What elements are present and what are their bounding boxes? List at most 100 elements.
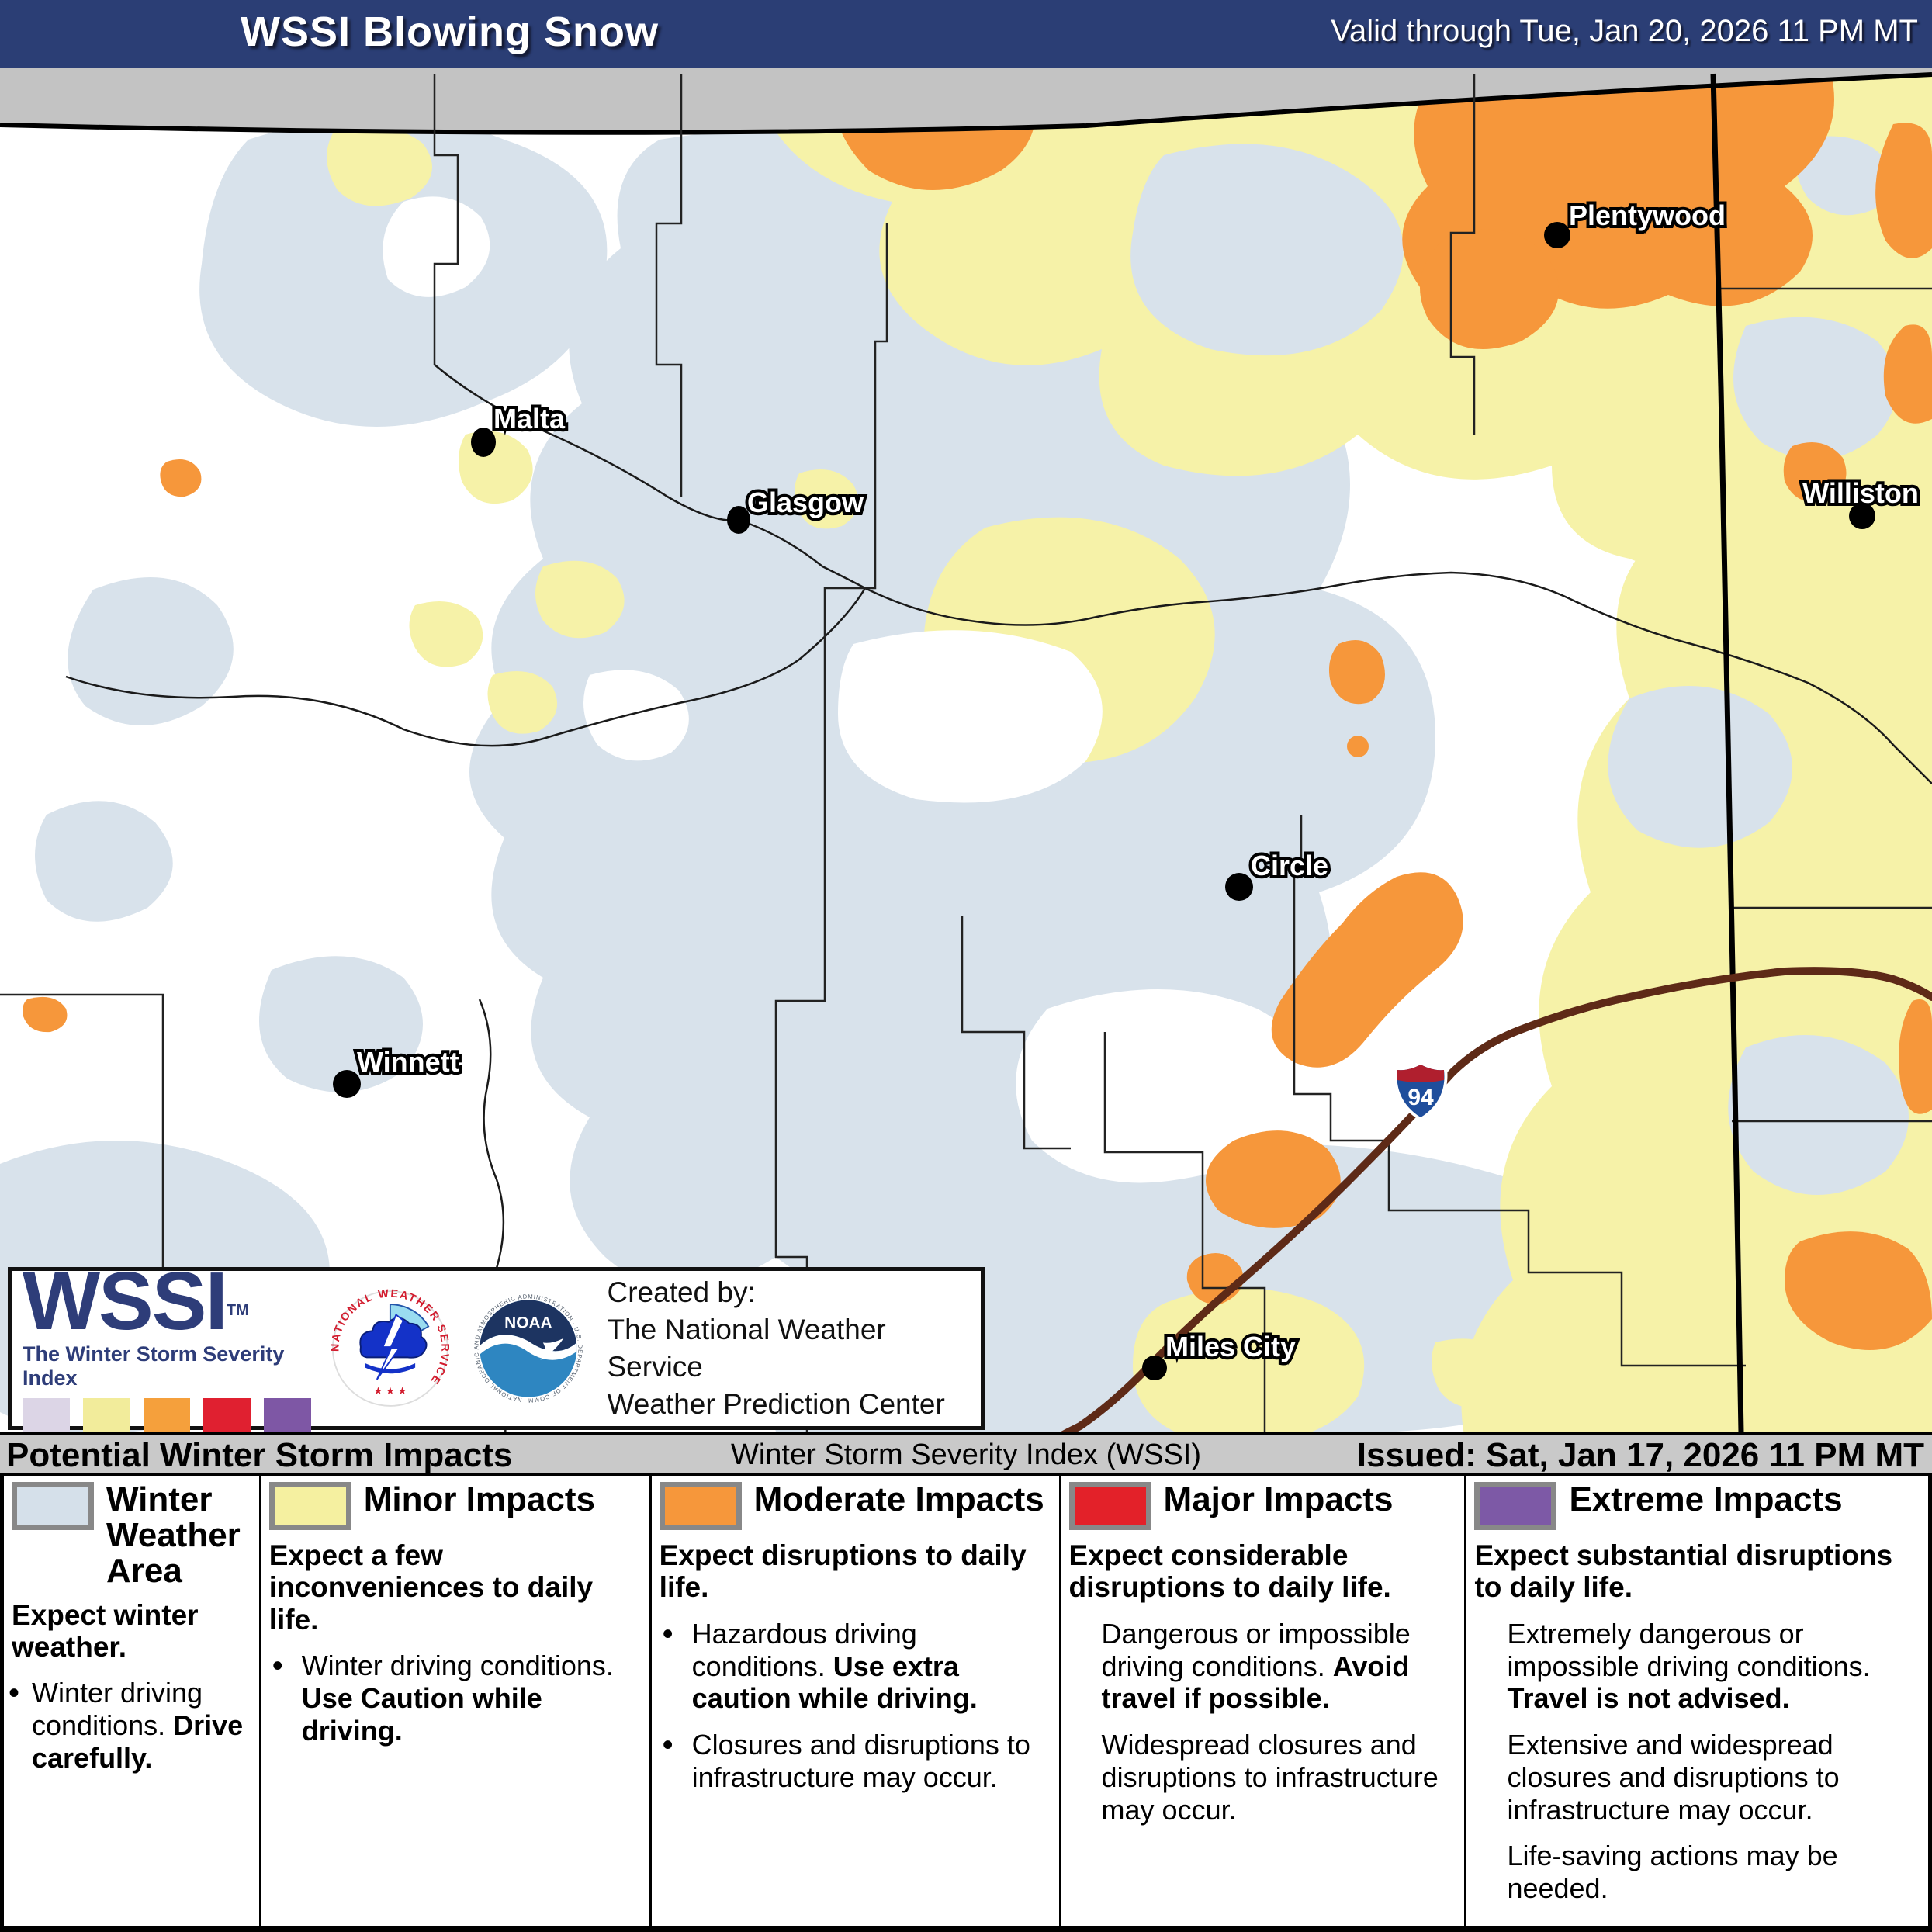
legend-col-winter-weather: Winter Weather Area Expect winter weathe… <box>4 1476 261 1926</box>
city-label-williston: Williston <box>1802 477 1919 509</box>
header-bar: WSSI Blowing Snow Valid through Tue, Jan… <box>0 0 1932 68</box>
paragraph-text: Extremely dangerous or impossible drivin… <box>1507 1617 1871 1682</box>
colorbar-moderate <box>143 1398 191 1434</box>
paragraph-text: Widespread closures and disruptions to i… <box>1101 1729 1439 1826</box>
bullet-text: Hazardous driving conditions. <box>691 1617 917 1682</box>
legend-intro: Expect substantial disruptions to daily … <box>1474 1539 1893 1604</box>
legend-intro: Expect considerable disruptions to daily… <box>1068 1539 1391 1604</box>
paragraph-text: Dangerous or impossible driving conditio… <box>1101 1617 1411 1682</box>
wssi-tagline: The Winter Storm Severity Index <box>23 1342 285 1390</box>
bullet-text: Winter driving conditions. <box>301 1650 614 1682</box>
paragraph-bold-text: Travel is not advised. <box>1507 1682 1790 1715</box>
city-label-winnett: Winnett <box>357 1046 459 1078</box>
nws-logo-icon: NATIONAL WEATHER SERVICE ★ ★ ★ <box>331 1287 449 1407</box>
noaa-logo-icon: NOAA NATIONAL OCEANIC AND ATMOSPHERIC AD… <box>469 1286 586 1406</box>
legend-paragraph: Extensive and widespread closures and di… <box>1474 1729 1920 1826</box>
legend-paragraph: Extremely dangerous or impossible drivin… <box>1474 1618 1920 1715</box>
legend-title: Extreme Impacts <box>1569 1480 1843 1518</box>
colorbar-extreme <box>264 1398 311 1434</box>
city-label-plentywood: Plentywood <box>1569 199 1726 231</box>
major-impacts-swatch <box>1068 1482 1151 1530</box>
logo-box: WSSITM The Winter Storm Severity Index N… <box>8 1260 985 1434</box>
legend-head: Minor Impacts <box>268 1480 642 1530</box>
status-bar-title: Potential Winter Storm Impacts <box>6 1436 513 1474</box>
bullet-text: Closures and disruptions to infrastructu… <box>691 1729 1030 1793</box>
colorbar-winter <box>23 1398 70 1434</box>
city-dot-miles-city <box>1142 1356 1167 1380</box>
paragraph-bold-text: Avoid travel if possible. <box>1101 1650 1410 1715</box>
interstate-94-shield-icon: 94 <box>1394 1061 1448 1120</box>
legend-paragraph: Dangerous or impossible driving conditio… <box>1069 1618 1457 1715</box>
legend-title: Major Impacts <box>1163 1480 1394 1518</box>
city-label-glasgow: Glasgow <box>747 486 864 518</box>
status-bar-subtitle: Winter Storm Severity Index (WSSI) <box>730 1439 1201 1471</box>
moderate-impacts-swatch <box>659 1482 742 1530</box>
legend-title: Moderate Impacts <box>753 1480 1044 1518</box>
city-markers <box>333 222 1875 1380</box>
legend-col-extreme: Extreme Impacts Expect substantial disru… <box>1466 1476 1928 1926</box>
state-border <box>1710 73 1745 1477</box>
issued-text: Issued: Sat, Jan 17, 2026 11 PM MT <box>1356 1436 1924 1474</box>
bullet-bold-text: Drive carefully. <box>32 1709 244 1774</box>
paragraph-text: Life-saving actions may be needed. <box>1507 1840 1838 1905</box>
legend-intro: Expect a few inconveniences to daily lif… <box>268 1539 594 1636</box>
winter-weather-swatch <box>12 1482 94 1530</box>
city-dot-circle <box>1225 873 1253 901</box>
interstate-number: 94 <box>1407 1085 1434 1110</box>
legend-paragraph: Life-saving actions may be needed. <box>1474 1840 1920 1905</box>
nws-stars: ★ ★ ★ <box>373 1385 407 1397</box>
legend-bullet: Closures and disruptions to infrastructu… <box>660 1727 1051 1794</box>
legend-col-minor: Minor Impacts Expect a few inconvenience… <box>261 1476 652 1926</box>
legend-paragraph: Widespread closures and disruptions to i… <box>1069 1729 1457 1826</box>
page-title: WSSI Blowing Snow <box>241 9 659 55</box>
legend-col-major: Major Impacts Expect considerable disrup… <box>1061 1476 1467 1926</box>
city-dot-malta <box>471 428 496 457</box>
noaa-text: NOAA <box>504 1314 552 1331</box>
legend-title: Minor Impacts <box>363 1480 595 1518</box>
severity-colorbar <box>23 1398 311 1434</box>
colorbar-major <box>203 1398 251 1434</box>
no-impact-holes <box>383 196 1307 1183</box>
legend-bullet: Hazardous driving conditions. Use extra … <box>660 1616 1051 1715</box>
legend-head: Extreme Impacts <box>1474 1480 1920 1530</box>
created-by-line1: Created by: <box>607 1276 756 1308</box>
created-by-line3: Weather Prediction Center <box>607 1388 945 1421</box>
city-dot-glasgow <box>727 506 750 534</box>
city-label-miles-city: Miles City <box>1165 1331 1296 1362</box>
wssi-text: WSSI <box>23 1255 228 1347</box>
bullet-bold-text: Use extra caution while driving. <box>691 1650 978 1715</box>
legend-intro: Expect disruptions to daily life. <box>659 1539 1027 1604</box>
city-dot-plentywood <box>1544 222 1570 248</box>
legend-intro: Expect winter weather. <box>12 1598 199 1663</box>
city-dot-winnett <box>333 1070 361 1098</box>
bullet-text: Winter driving conditions. <box>32 1677 203 1742</box>
legend-title: Winter Weather Area <box>106 1480 241 1591</box>
created-by-block: Created by: The National Weather Service… <box>608 1274 970 1423</box>
city-dot-williston <box>1849 503 1875 529</box>
legend-head: Winter Weather Area <box>12 1480 251 1591</box>
legend: Winter Weather Area Expect winter weathe… <box>0 1476 1932 1932</box>
bullet-bold-text: Use Caution while driving. <box>301 1682 542 1747</box>
minor-impacts-swatch <box>268 1482 351 1530</box>
status-bar: Potential Winter Storm Impacts Winter St… <box>0 1432 1932 1476</box>
city-labels: Plentywood Williston Malta Glasgow Circl… <box>354 196 1922 1366</box>
wssi-tm: TM <box>226 1301 249 1319</box>
us-canada-border <box>0 72 1932 135</box>
colorbar-minor <box>82 1398 130 1434</box>
paragraph-text: Extensive and widespread closures and di… <box>1507 1729 1840 1826</box>
legend-bullet: Winter driving conditions. Drive careful… <box>9 1675 251 1774</box>
legend-col-moderate: Moderate Impacts Expect disruptions to d… <box>652 1476 1061 1926</box>
valid-through-text: Valid through Tue, Jan 20, 2026 11 PM MT <box>1331 14 1918 48</box>
city-label-malta: Malta <box>493 403 566 435</box>
legend-head: Major Impacts <box>1068 1480 1457 1530</box>
legend-head: Moderate Impacts <box>659 1480 1051 1530</box>
extreme-impacts-swatch <box>1474 1482 1557 1530</box>
winter-weather-patches <box>1130 136 1909 1195</box>
city-label-circle: Circle <box>1251 850 1328 881</box>
wssi-wordmark: WSSITM <box>23 1260 311 1342</box>
legend-bullet: Winter driving conditions. Use Caution w… <box>269 1648 642 1747</box>
canada-area <box>0 68 1932 133</box>
wssi-logo: WSSITM The Winter Storm Severity Index <box>23 1260 311 1434</box>
created-by-line2: The National Weather Service <box>607 1313 886 1383</box>
